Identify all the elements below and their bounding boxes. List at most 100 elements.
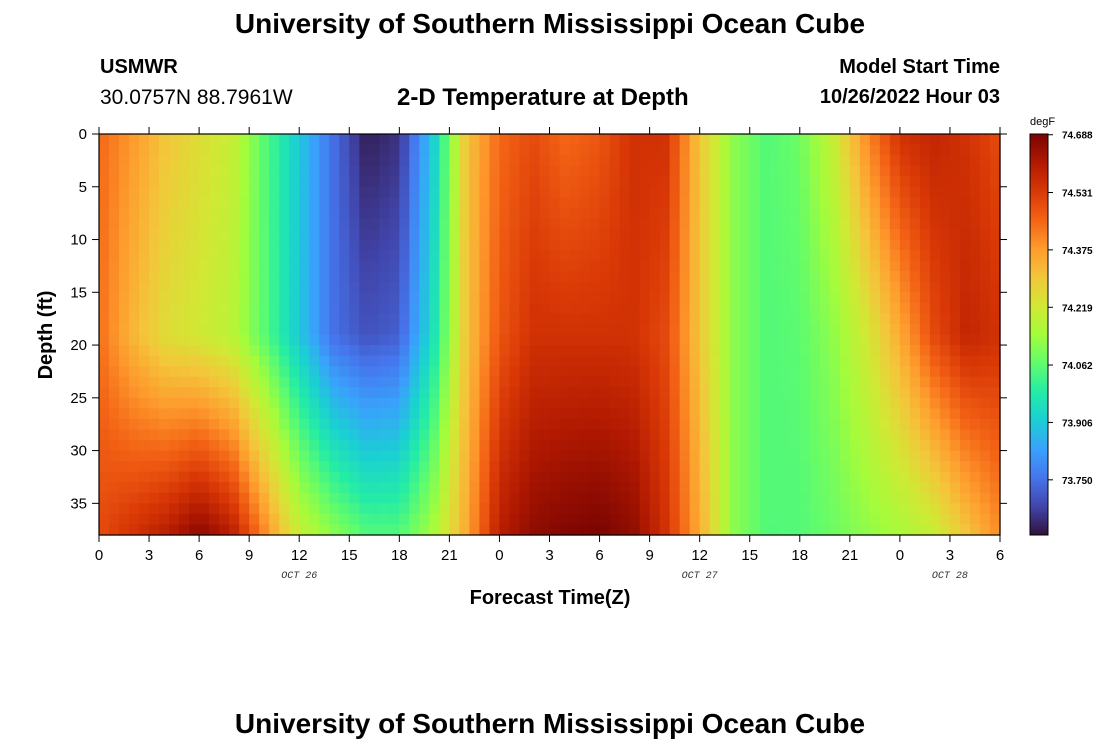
heatmap-cell	[429, 492, 440, 504]
heatmap-cell	[699, 482, 711, 494]
heatmap-cell	[99, 281, 110, 293]
heatmap-cell	[479, 292, 491, 304]
heatmap-cell	[789, 482, 801, 494]
heatmap-cell	[109, 387, 120, 399]
heatmap-cell	[599, 355, 611, 367]
heatmap-cell	[969, 144, 981, 156]
heatmap-cell	[289, 239, 300, 251]
heatmap-cell	[659, 271, 671, 283]
heatmap-cell	[169, 513, 180, 526]
heatmap-cell	[669, 155, 681, 167]
heatmap-cell	[229, 513, 240, 526]
heatmap-cell	[899, 492, 911, 504]
heatmap-cell	[609, 176, 621, 188]
heatmap-cell	[679, 197, 691, 209]
heatmap-cell	[519, 366, 531, 378]
heatmap-cell	[619, 239, 631, 251]
heatmap-cell	[629, 228, 641, 241]
heatmap-cell	[179, 260, 190, 272]
colorbar-tick-label: 74.688	[1062, 131, 1093, 142]
heatmap-cell	[599, 207, 611, 220]
heatmap-cell	[829, 355, 841, 367]
heatmap-cell	[339, 482, 350, 494]
heatmap-cell	[769, 345, 781, 357]
heatmap-cell	[399, 176, 410, 188]
heatmap-cell	[369, 197, 380, 209]
heatmap-cell	[209, 355, 220, 367]
heatmap-cell	[579, 250, 591, 262]
heatmap-cell	[569, 334, 581, 346]
heatmap-cell	[729, 524, 741, 536]
heatmap-cell	[649, 197, 661, 209]
heatmap-cell	[769, 144, 781, 156]
heatmap-cell	[469, 376, 481, 388]
heatmap-cell	[209, 397, 220, 409]
heatmap-cell	[719, 228, 731, 241]
heatmap-cell	[569, 355, 581, 367]
heatmap-cell	[399, 482, 410, 494]
heatmap-cell	[159, 429, 170, 441]
heatmap-cell	[249, 355, 260, 367]
heatmap-cell	[989, 197, 1001, 209]
heatmap-cell	[289, 450, 300, 462]
heatmap-cell	[249, 513, 260, 526]
heatmap-cell	[99, 144, 110, 156]
heatmap-cell	[169, 408, 180, 420]
heatmap-cell	[189, 418, 200, 431]
heatmap-cell	[659, 397, 671, 409]
heatmap-cell	[919, 503, 931, 515]
heatmap-cell	[929, 313, 941, 325]
heatmap-cell	[809, 165, 821, 177]
heatmap-cell	[849, 503, 861, 515]
heatmap-cell	[639, 281, 651, 293]
heatmap-cell	[959, 461, 971, 473]
heatmap-cell	[529, 334, 541, 346]
heatmap-cell	[599, 524, 611, 536]
heatmap-cell	[759, 355, 771, 367]
heatmap-cell	[469, 492, 481, 504]
heatmap-cell	[539, 429, 551, 441]
heatmap-cell	[759, 281, 771, 293]
heatmap-cell	[289, 397, 300, 409]
heatmap-cell	[909, 260, 921, 272]
heatmap-cell	[139, 292, 150, 304]
heatmap-cell	[809, 387, 821, 399]
heatmap-cell	[669, 134, 681, 146]
heatmap-cell	[469, 524, 481, 536]
heatmap-cell	[269, 323, 280, 336]
heatmap-cell	[559, 302, 571, 314]
heatmap-cell	[679, 155, 691, 167]
heatmap-cell	[99, 503, 110, 515]
heatmap-cell	[149, 134, 160, 146]
heatmap-cell	[779, 429, 791, 441]
heatmap-cell	[389, 186, 400, 198]
heatmap-cell	[729, 418, 741, 431]
heatmap-cell	[949, 239, 961, 251]
heatmap-cell	[989, 260, 1001, 272]
heatmap-cell	[199, 397, 210, 409]
heatmap-cell	[619, 250, 631, 262]
heatmap-cell	[149, 250, 160, 262]
heatmap-cell	[169, 366, 180, 378]
heatmap-cell	[579, 334, 591, 346]
heatmap-cell	[709, 218, 721, 230]
heatmap-cell	[579, 134, 591, 146]
heatmap-cell	[669, 524, 681, 536]
heatmap-cell	[779, 313, 791, 325]
heatmap-cell	[619, 197, 631, 209]
heatmap-cell	[969, 250, 981, 262]
heatmap-cell	[619, 281, 631, 293]
heatmap-cell	[179, 207, 190, 220]
heatmap-cell	[189, 503, 200, 515]
heatmap-cell	[979, 271, 991, 283]
heatmap-cell	[509, 281, 521, 293]
heatmap-cell	[409, 334, 420, 346]
heatmap-cell	[409, 366, 420, 378]
heatmap-cell	[229, 334, 240, 346]
heatmap-cell	[379, 207, 390, 220]
heatmap-cell	[969, 376, 981, 388]
heatmap-cell	[149, 155, 160, 167]
heatmap-cell	[499, 355, 511, 367]
x-tick-label: 15	[341, 547, 358, 564]
heatmap-cell	[729, 429, 741, 441]
